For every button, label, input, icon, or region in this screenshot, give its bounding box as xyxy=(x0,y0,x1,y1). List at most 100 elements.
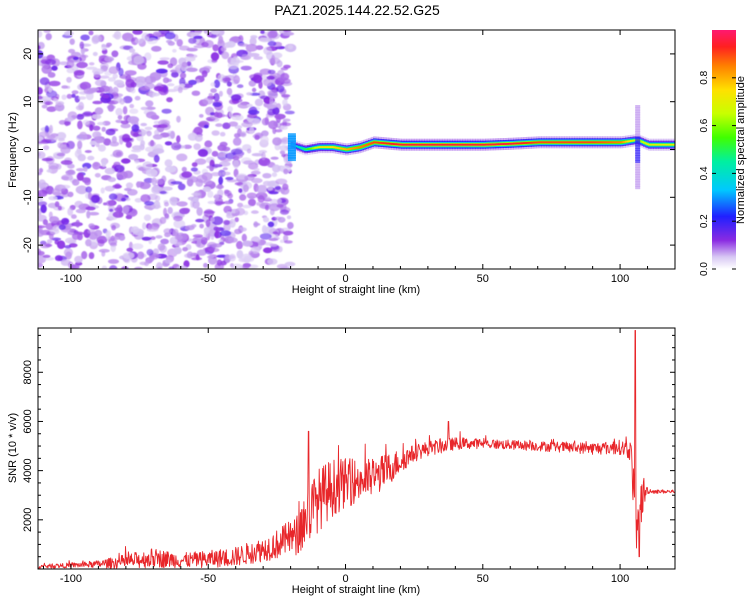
noise-blob xyxy=(107,77,116,82)
ridge-segment xyxy=(544,141,547,144)
ridge-segment xyxy=(580,141,584,144)
noise-blob xyxy=(201,70,208,78)
noise-blob xyxy=(179,207,190,215)
ridge-segment xyxy=(494,143,498,146)
ridge-segment xyxy=(452,143,455,146)
noise-blob xyxy=(218,90,223,97)
snr-panel: -100 -50 0 50 100 2000 4000 6000 8000 Height of … xyxy=(7,327,676,596)
ridge-segment xyxy=(501,143,505,145)
ridge-segment xyxy=(377,141,381,144)
noise-blob xyxy=(213,201,225,205)
noise-blob xyxy=(190,167,198,172)
ridge-segment xyxy=(366,143,369,146)
ridge-segment xyxy=(389,142,392,145)
noise-blob xyxy=(44,101,53,106)
ridge-segment xyxy=(287,154,296,159)
noise-blob xyxy=(67,169,75,175)
noise-blob xyxy=(107,177,117,183)
noise-blob xyxy=(212,44,219,52)
noise-blob xyxy=(67,191,74,198)
noise-blob xyxy=(46,239,53,244)
noise-blob xyxy=(54,255,63,262)
ridge-segment xyxy=(326,146,330,148)
noise-blob xyxy=(89,124,94,132)
noise-blob xyxy=(85,239,92,247)
ridge-segment xyxy=(410,143,414,146)
ridge-segment xyxy=(404,143,407,146)
noise-blob xyxy=(191,90,201,96)
ridge-segment xyxy=(461,143,465,146)
ridge-segment xyxy=(463,143,467,146)
ridge-segment xyxy=(588,141,592,144)
noise-blob xyxy=(201,172,213,181)
noise-blob xyxy=(241,121,253,128)
noise-blob xyxy=(38,168,44,173)
noise-blob xyxy=(94,79,107,87)
ridge-segment xyxy=(605,141,608,144)
noise-blob xyxy=(254,98,264,107)
ridge-segment xyxy=(635,152,641,156)
noise-blob xyxy=(137,62,147,70)
ridge-segment xyxy=(583,141,587,144)
noise-blob xyxy=(215,184,224,189)
noise-blob xyxy=(64,121,71,126)
noise-blob xyxy=(151,177,157,186)
noise-blob xyxy=(283,240,293,244)
noise-blob xyxy=(112,73,118,79)
ridge-segment xyxy=(639,140,643,143)
noise-blob xyxy=(223,200,234,205)
noise-blob xyxy=(38,179,46,189)
noise-blob xyxy=(92,51,98,57)
noise-blob xyxy=(250,35,258,39)
noise-blob xyxy=(61,174,74,181)
colorbar-tick-label: 0.2 xyxy=(699,214,710,228)
noise-blob xyxy=(281,94,291,98)
noise-blob xyxy=(92,161,101,170)
noise-blob xyxy=(76,61,88,69)
noise-blob xyxy=(176,265,188,269)
ridge-segment xyxy=(491,143,495,146)
noise-blob xyxy=(268,57,281,65)
noise-blob xyxy=(69,264,80,269)
ridge-segment xyxy=(635,150,641,154)
ridge-segment xyxy=(557,141,561,144)
ridge-segment xyxy=(526,142,529,144)
noise-blob xyxy=(184,56,196,62)
ridge-segment xyxy=(358,146,361,149)
snr-axes: -100 -50 0 50 100 2000 4000 6000 8000 xyxy=(22,328,676,585)
noise-blob xyxy=(71,232,81,240)
ridge-segment xyxy=(514,142,518,145)
ridge-segment xyxy=(312,147,315,150)
noise-blob xyxy=(253,56,263,60)
noise-blob xyxy=(66,59,75,69)
noise-blob xyxy=(250,170,261,175)
noise-blob xyxy=(40,204,47,214)
noise-blob xyxy=(59,184,71,189)
noise-blob xyxy=(151,145,158,150)
noise-blob xyxy=(212,101,222,108)
ridge-segment xyxy=(521,142,524,145)
noise-blob xyxy=(245,43,258,52)
ridge-segment xyxy=(320,146,323,148)
noise-blob xyxy=(144,82,155,90)
ridge-segment xyxy=(361,145,364,148)
noise-blob xyxy=(129,48,136,53)
noise-blob xyxy=(41,139,52,143)
ridge-segment xyxy=(662,143,666,146)
noise-blob xyxy=(104,56,115,62)
noise-blob xyxy=(260,135,269,145)
noise-blob xyxy=(244,175,255,181)
ridge-segment xyxy=(659,143,663,146)
ridge-segment xyxy=(407,143,411,146)
spectrogram-ylabel: Frequency (Hz) xyxy=(7,112,19,188)
ridge-segment xyxy=(368,143,371,145)
noise-blob xyxy=(128,153,139,160)
noise-blob xyxy=(261,151,266,161)
noise-blob xyxy=(141,236,152,241)
noise-blob xyxy=(213,79,221,88)
noise-blob xyxy=(266,75,275,80)
x-tick-label: -50 xyxy=(200,573,216,585)
ridge-segment xyxy=(666,143,669,146)
ridge-segment xyxy=(635,109,641,113)
noise-blob xyxy=(272,164,281,173)
